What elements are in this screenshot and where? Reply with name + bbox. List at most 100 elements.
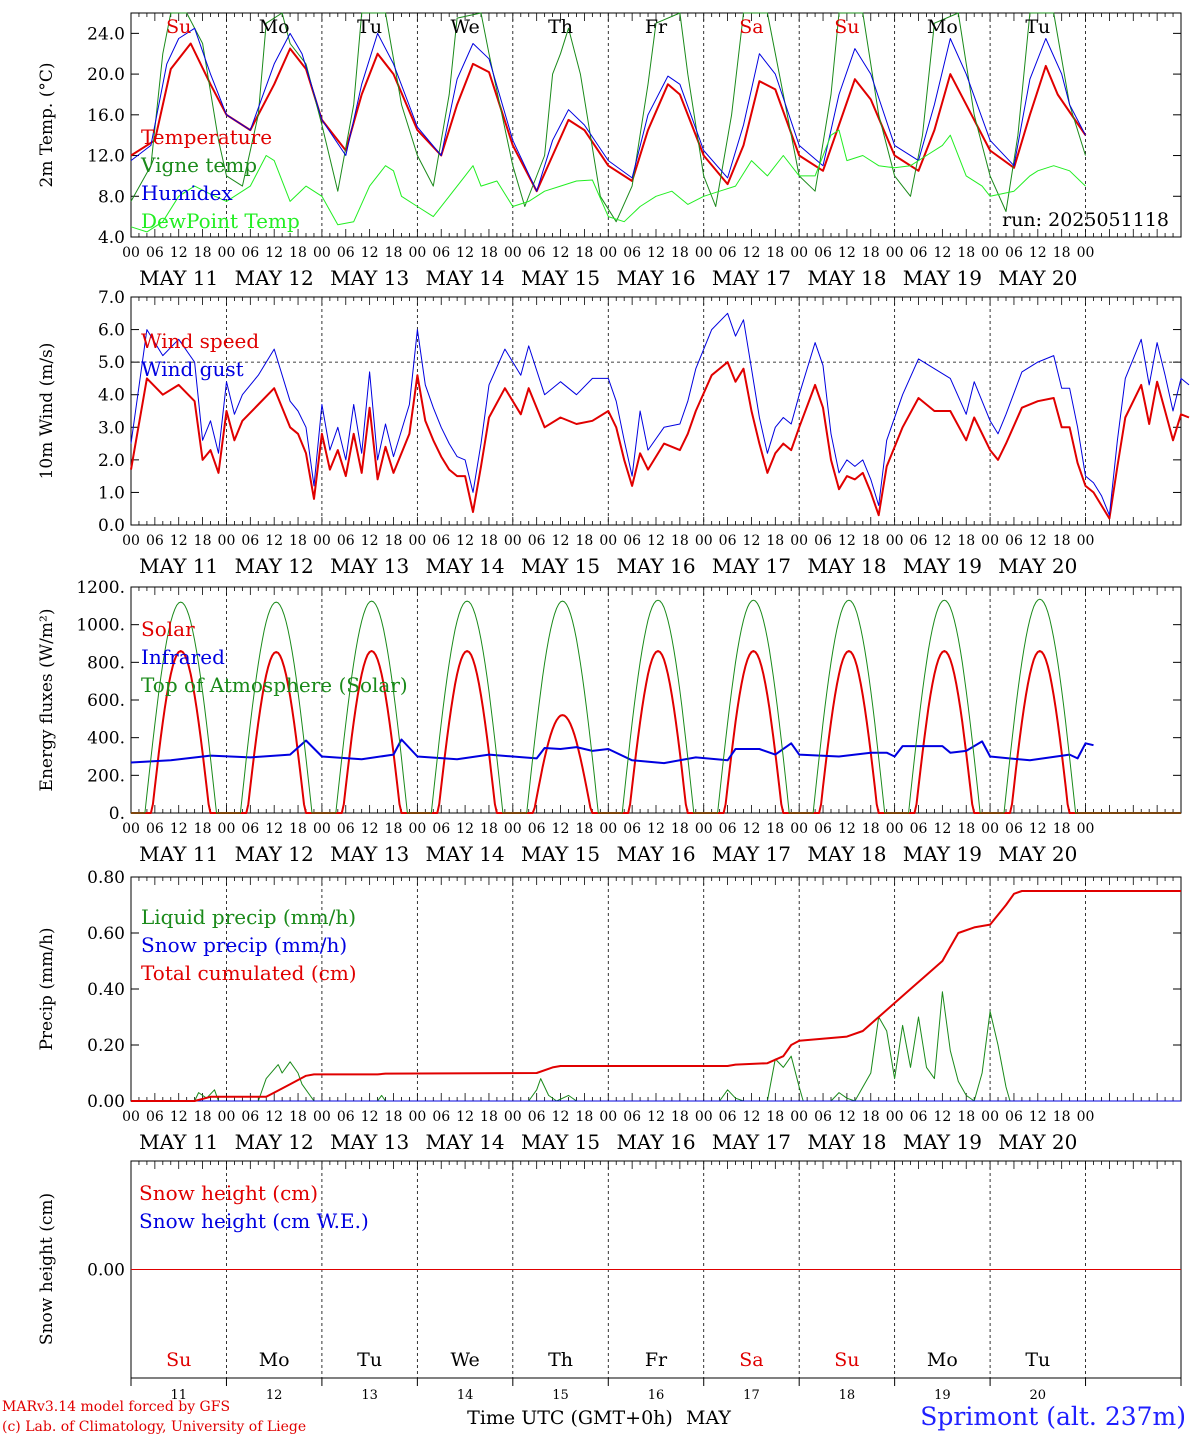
panel-2-legend-entry: Wind gust bbox=[141, 357, 244, 381]
panel-2-y-tick-label: 6.0 bbox=[98, 321, 125, 341]
panel-3-hour-label: 12 bbox=[170, 821, 188, 837]
panel-2-hour-label: 06 bbox=[719, 533, 737, 549]
day-number-label: 17 bbox=[743, 1388, 760, 1403]
panel-4-hour-label: 12 bbox=[170, 1109, 188, 1125]
panel-3-y-tick-label: 600. bbox=[87, 691, 125, 711]
panel-4-hour-label: 06 bbox=[337, 1109, 355, 1125]
panel-4-hour-label: 06 bbox=[814, 1109, 832, 1125]
panel-1-legend-entry: Temperature bbox=[141, 125, 272, 149]
panel-4-series-1-line bbox=[131, 991, 1181, 1102]
panel-4-date-label: MAY 17 bbox=[712, 1130, 791, 1154]
panel-2-series-1-line bbox=[130, 361, 1190, 520]
panel-2-hour-label: 00 bbox=[886, 533, 904, 549]
day-number-label: 19 bbox=[934, 1388, 951, 1403]
temp-panel-weekday-label: Tu bbox=[357, 16, 382, 38]
panel-2-hour-label: 18 bbox=[385, 533, 403, 549]
panel-1-hour-label: 12 bbox=[361, 245, 379, 261]
panel-3-frame bbox=[130, 586, 1182, 814]
panel-4-hour-label: 06 bbox=[528, 1109, 546, 1125]
panel-3-hour-label: 12 bbox=[933, 821, 951, 837]
temp-panel-weekday-label: Th bbox=[548, 16, 573, 38]
panel-3-legend-entry: Infrared bbox=[141, 645, 225, 669]
panel-2-hour-label: 18 bbox=[575, 533, 593, 549]
panel-3-hour-label: 12 bbox=[361, 821, 379, 837]
panel-3-series-3-line bbox=[131, 598, 1181, 814]
panel-1-hour-label: 12 bbox=[838, 245, 856, 261]
panel-4-series-3-line bbox=[131, 890, 1181, 1102]
panel-1-hour-label: 00 bbox=[122, 245, 140, 261]
panel-3-date-label: MAY 16 bbox=[616, 842, 695, 866]
panel-3-hour-label: 12 bbox=[265, 821, 283, 837]
panel-4-hour-label: 12 bbox=[456, 1109, 474, 1125]
panel-2-hour-label: 12 bbox=[1029, 533, 1047, 549]
panel-1-hour-label: 00 bbox=[790, 245, 808, 261]
panel-4-hour-label: 00 bbox=[599, 1109, 617, 1125]
panel-3-hour-label: 06 bbox=[623, 821, 641, 837]
panel-3-hour-label: 00 bbox=[313, 821, 331, 837]
panel-1-hour-label: 12 bbox=[1029, 245, 1047, 261]
panel-1-date-label: MAY 16 bbox=[616, 266, 695, 290]
snow-panel-weekday-label: Mo bbox=[927, 1349, 958, 1371]
panel-4-y-tick-label: 0.00 bbox=[87, 1092, 125, 1112]
panel-1-series-4-line bbox=[130, 129, 1086, 233]
panel-2-hour-label: 12 bbox=[933, 533, 951, 549]
snow-panel-weekday-label: Mo bbox=[259, 1349, 290, 1371]
panel-2-hour-label: 00 bbox=[695, 533, 713, 549]
panel-2-hour-label: 18 bbox=[671, 533, 689, 549]
panel-1-date-label: MAY 14 bbox=[426, 266, 505, 290]
panel-1-y-tick-label: 20.0 bbox=[87, 65, 125, 85]
panel-4-date-label: MAY 11 bbox=[139, 1130, 218, 1154]
panel-1-hour-label: 18 bbox=[957, 245, 975, 261]
panel-4-hour-label: 18 bbox=[385, 1109, 403, 1125]
panel-2-hour-label: 18 bbox=[289, 533, 307, 549]
panel-3-hour-label: 06 bbox=[1005, 821, 1023, 837]
panel-3-hour-label: 00 bbox=[981, 821, 999, 837]
panel-2-hour-label: 00 bbox=[790, 533, 808, 549]
panel-1-legend-entry: Humidex bbox=[141, 181, 233, 205]
panel-2-date-label: MAY 11 bbox=[139, 554, 218, 578]
panel-1-series-2-line bbox=[130, 12, 1086, 223]
panel-4-hour-label: 12 bbox=[361, 1109, 379, 1125]
panel-2-hour-label: 12 bbox=[265, 533, 283, 549]
panel-2-y-tick-label: 7.0 bbox=[98, 288, 125, 308]
panel-3-hour-label: 12 bbox=[647, 821, 665, 837]
panel-3-hour-label: 12 bbox=[838, 821, 856, 837]
day-number-label: 16 bbox=[648, 1388, 665, 1403]
panel-1-y-tick-label: 4.0 bbox=[98, 228, 125, 248]
panel-1-hour-label: 00 bbox=[313, 245, 331, 261]
panel-2-hour-label: 18 bbox=[1053, 533, 1071, 549]
panel-3-hour-label: 06 bbox=[719, 821, 737, 837]
panel-5-y-axis-label: Snow height (cm) bbox=[37, 1193, 57, 1345]
panel-4-y-tick-label: 0.60 bbox=[87, 924, 125, 944]
panel-4-hour-label: 06 bbox=[719, 1109, 737, 1125]
snow-panel-weekday-label: Tu bbox=[357, 1349, 382, 1371]
snow-panel-weekday-label: Fr bbox=[645, 1349, 668, 1371]
panel-2-hour-label: 06 bbox=[432, 533, 450, 549]
x-axis-label: Time UTC (GMT+0h) bbox=[467, 1407, 673, 1429]
snow-panel-weekday-label: Su bbox=[166, 1349, 191, 1371]
panel-4-legend-entry: Liquid precip (mm/h) bbox=[141, 905, 356, 929]
panel-1-date-label: MAY 15 bbox=[521, 266, 600, 290]
panel-2-hour-label: 00 bbox=[1077, 533, 1095, 549]
panel-4-hour-label: 18 bbox=[289, 1109, 307, 1125]
panel-2-hour-label: 12 bbox=[838, 533, 856, 549]
panel-4-hour-label: 00 bbox=[313, 1109, 331, 1125]
panel-4-hour-label: 06 bbox=[241, 1109, 259, 1125]
panel-2-y-tick-label: 2.0 bbox=[98, 451, 125, 471]
panel-1-hour-label: 18 bbox=[289, 245, 307, 261]
lab-credit-line: (c) Lab. of Climatology, University of L… bbox=[2, 1419, 307, 1435]
panel-2-hour-label: 18 bbox=[957, 533, 975, 549]
panel-4-hour-label: 00 bbox=[218, 1109, 236, 1125]
panel-2-hour-label: 00 bbox=[504, 533, 522, 549]
panel-4-hour-label: 06 bbox=[623, 1109, 641, 1125]
panel-1-hour-label: 00 bbox=[504, 245, 522, 261]
panel-2-series-2-line bbox=[130, 312, 1190, 516]
panel-1-date-label: MAY 18 bbox=[807, 266, 886, 290]
panel-4-hour-label: 18 bbox=[1053, 1109, 1071, 1125]
panel-3-hour-label: 00 bbox=[504, 821, 522, 837]
panel-1-hour-label: 06 bbox=[719, 245, 737, 261]
panel-4-hour-label: 06 bbox=[146, 1109, 164, 1125]
panel-3-y-tick-label: 0. bbox=[109, 804, 125, 824]
snow-panel-weekday-label: Th bbox=[548, 1349, 573, 1371]
